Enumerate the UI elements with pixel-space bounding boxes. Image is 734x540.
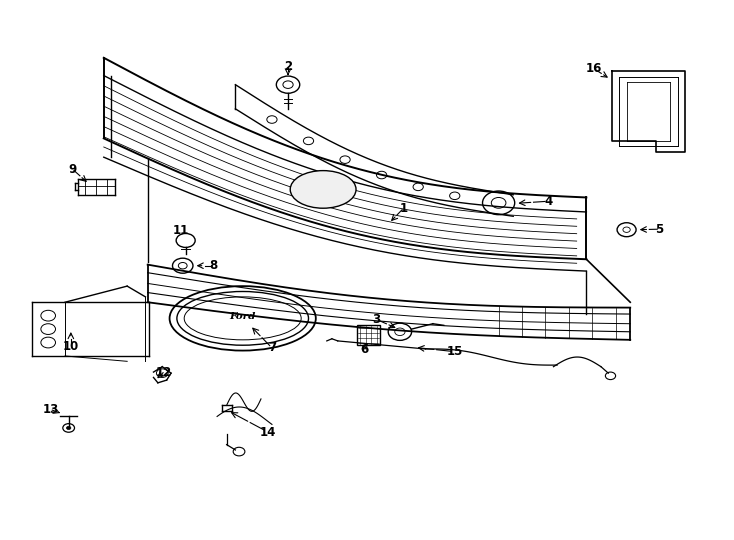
Text: 5: 5 bbox=[655, 222, 664, 235]
Text: 7: 7 bbox=[268, 341, 276, 354]
Text: 11: 11 bbox=[172, 224, 189, 237]
Text: 16: 16 bbox=[586, 62, 602, 75]
Text: 12: 12 bbox=[156, 366, 172, 379]
Text: 14: 14 bbox=[260, 426, 277, 438]
Text: 3: 3 bbox=[372, 313, 380, 326]
Text: 10: 10 bbox=[62, 340, 79, 353]
Text: 15: 15 bbox=[446, 345, 463, 358]
Ellipse shape bbox=[290, 171, 356, 208]
Text: 4: 4 bbox=[544, 195, 553, 208]
Text: 8: 8 bbox=[209, 259, 217, 272]
Text: 1: 1 bbox=[399, 202, 407, 215]
Text: 6: 6 bbox=[360, 343, 369, 356]
Text: Ford: Ford bbox=[230, 312, 256, 321]
Text: 9: 9 bbox=[68, 163, 76, 176]
Text: 13: 13 bbox=[43, 403, 59, 416]
Text: 2: 2 bbox=[284, 60, 292, 73]
Circle shape bbox=[67, 427, 71, 429]
